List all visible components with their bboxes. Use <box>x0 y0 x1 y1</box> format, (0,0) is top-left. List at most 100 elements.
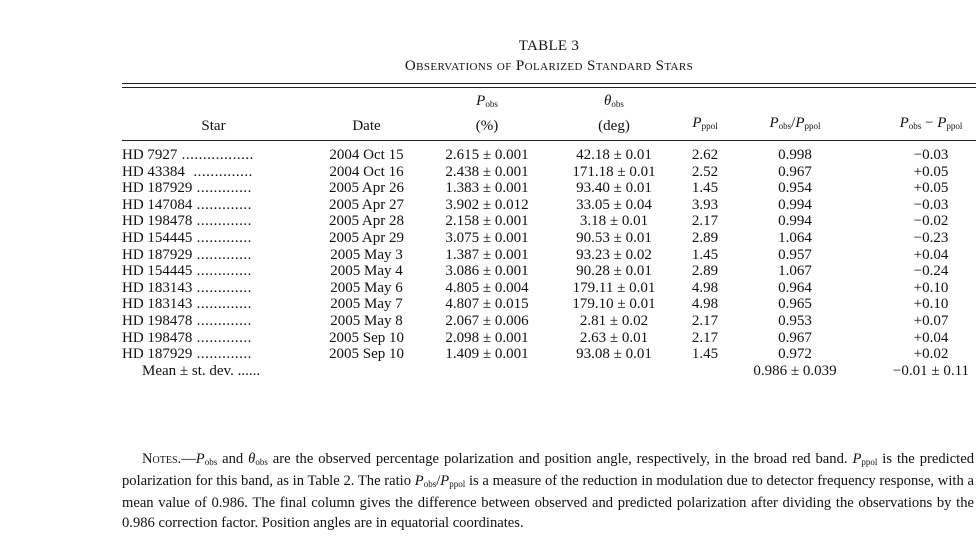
note-symbol: P <box>440 473 450 490</box>
cell-date: 2005 Apr 27 <box>329 196 404 213</box>
cell-theta: 93.23 ± 0.02 <box>576 246 652 263</box>
cell-ratio: 0.964 <box>778 279 812 296</box>
table-row: HD 198478 ............. 2005 Sep 10 2.098 … <box>122 330 976 347</box>
top-rule <box>122 83 976 84</box>
cell-star: HD 198478 ............. <box>122 312 252 329</box>
cell-date: 2005 May 8 <box>330 312 403 329</box>
header-pppol: Pppol <box>692 115 718 131</box>
cell-date: 2005 Apr 28 <box>329 213 404 230</box>
cell-ratio: 0.998 <box>778 147 812 163</box>
cell-pobs: 4.807 ± 0.015 <box>445 296 529 313</box>
notes-label: Notes.— <box>142 451 196 467</box>
cell-diff: −0.02 <box>913 213 949 230</box>
table-row: HD 183143 ............. 2005 May 6 4.805 ±… <box>122 280 976 297</box>
header-theta: θobs <box>604 93 624 109</box>
cell-pppol: 4.98 <box>691 296 719 313</box>
cell-pobs: 2.098 ± 0.001 <box>445 329 529 346</box>
dot-leader: .............. <box>184 163 253 180</box>
dot-leader: ............. <box>192 229 252 246</box>
cell-date: 2005 Sep 10 <box>329 329 404 346</box>
mean-ratio: 0.986 ± 0.039 <box>753 362 837 379</box>
note-subscript: obs <box>204 457 218 467</box>
dot-leader: ............. <box>192 346 252 363</box>
cell-star: HD 183143 ............. <box>122 279 252 296</box>
cell-diff: +0.04 <box>913 329 949 346</box>
table-row: HD 154445 ............. 2005 Apr 29 3.075 … <box>122 230 976 247</box>
cell-diff: +0.10 <box>913 296 949 313</box>
cell-theta: 42.18 ± 0.01 <box>576 147 652 163</box>
note-subscript: obs <box>423 479 437 490</box>
table-row: HD 43384 .............. 2004 Oct 16 2.438 … <box>122 164 976 181</box>
header-theta-unit: (deg) <box>598 118 630 134</box>
dot-leader: ............. <box>192 213 252 230</box>
cell-diff: +0.05 <box>913 180 949 197</box>
cell-pobs: 3.075 ± 0.001 <box>445 229 529 246</box>
note-text: / <box>436 473 441 490</box>
cell-diff: +0.07 <box>913 312 949 329</box>
header-diff: Pobs − Pppol <box>899 115 963 131</box>
cell-star: HD 7927 ................. <box>122 147 254 163</box>
cell-pppol: 2.62 <box>691 147 719 163</box>
cell-date: 2005 May 3 <box>330 246 403 263</box>
note-text: is the predicted polarization for this b… <box>122 451 974 490</box>
cell-theta: 2.63 ± 0.01 <box>579 329 649 346</box>
table-row: HD 183143 ............. 2005 May 7 4.807 ±… <box>122 296 976 313</box>
cell-diff: +0.04 <box>913 246 949 263</box>
cell-ratio: 0.994 <box>778 213 812 230</box>
cell-ratio: 0.965 <box>778 296 812 313</box>
note-subscript: ppol <box>449 479 466 490</box>
cell-pobs: 2.158 ± 0.001 <box>445 213 529 230</box>
cell-star: HD 187929 ............. <box>122 346 252 363</box>
note-symbol: θ <box>248 451 256 467</box>
cell-theta: 171.18 ± 0.01 <box>572 163 656 180</box>
cell-star: HD 198478 ............. <box>122 213 252 230</box>
cell-theta: 2.81 ± 0.02 <box>579 312 649 329</box>
cell-pobs: 2.067 ± 0.006 <box>445 312 529 329</box>
cell-diff: +0.10 <box>913 279 949 296</box>
cell-date: 2005 Sep 10 <box>329 346 404 363</box>
cell-date: 2005 May 6 <box>330 279 403 296</box>
dot-leader: ................. <box>177 147 254 163</box>
cell-star: HD 198478 ............. <box>122 329 252 346</box>
cell-pppol: 4.98 <box>691 279 719 296</box>
table-row: HD 198478 ............. 2005 May 8 2.067 ±… <box>122 313 976 330</box>
cell-ratio: 0.967 <box>778 163 812 180</box>
cell-diff: +0.02 <box>913 346 949 363</box>
header-rule <box>122 140 976 141</box>
dot-leader: ............. <box>192 246 252 263</box>
cell-diff: +0.05 <box>913 163 949 180</box>
cell-star: HD 43384 .............. <box>122 163 253 180</box>
cell-star: HD 187929 ............. <box>122 180 252 197</box>
cell-diff: −0.23 <box>913 229 949 246</box>
cell-ratio: 0.954 <box>778 180 812 197</box>
cell-ratio: 0.994 <box>778 196 812 213</box>
table-title: Observations of Polarized Standard Stars <box>404 58 694 74</box>
dot-leader: ............. <box>192 329 252 346</box>
table-row: HD 187929 ............. 2005 Sep 10 1.409 … <box>122 346 976 363</box>
cell-star: HD 147084 ............. <box>122 196 252 213</box>
cell-pppol: 1.45 <box>691 180 719 197</box>
table-row: HD 7927 ................. 2004 Oct 15 2.61… <box>122 141 976 164</box>
cell-star: HD 187929 ............. <box>122 246 252 263</box>
header-star <box>122 92 305 114</box>
note-symbol: P <box>195 451 205 467</box>
cell-star: HD 183143 ............. <box>122 296 252 313</box>
note-subscript: ppol <box>861 457 878 467</box>
cell-pppol: 2.17 <box>691 312 719 329</box>
cell-date: 2005 May 4 <box>330 263 403 280</box>
table-row: HD 187929 ............. 2005 May 3 1.387 ±… <box>122 247 976 264</box>
mean-row: Mean ± st. dev. ...... 0.986 ± 0.039 −0.01… <box>122 363 976 380</box>
cell-diff: −0.03 <box>913 196 949 213</box>
cell-theta: 179.10 ± 0.01 <box>572 296 656 313</box>
cell-pobs: 1.409 ± 0.001 <box>445 346 529 363</box>
cell-pobs: 2.438 ± 0.001 <box>445 163 529 180</box>
header-date: Date <box>352 118 381 134</box>
note-text: and <box>217 451 249 467</box>
cell-theta: 33.05 ± 0.04 <box>576 196 652 213</box>
header-pobs: Pobs <box>476 93 498 109</box>
cell-pobs: 2.615 ± 0.001 <box>445 147 529 163</box>
header-pobs-unit: (%) <box>475 118 499 134</box>
cell-pobs: 3.902 ± 0.012 <box>445 196 529 213</box>
cell-pobs: 1.387 ± 0.001 <box>445 246 529 263</box>
cell-ratio: 1.064 <box>778 229 812 246</box>
